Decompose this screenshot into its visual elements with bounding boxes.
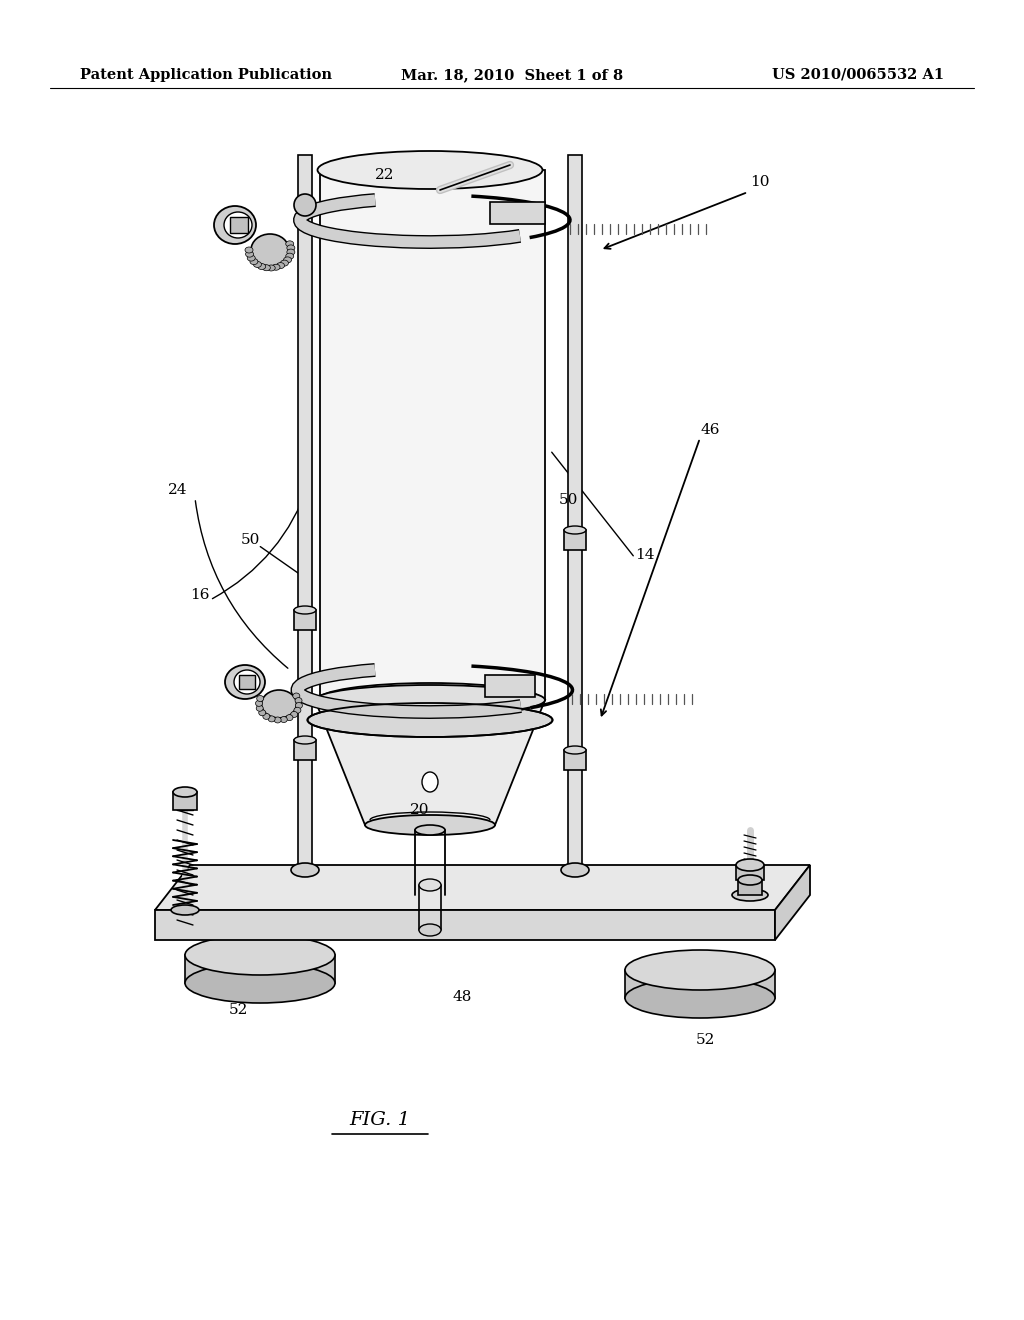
- Polygon shape: [230, 216, 248, 234]
- Text: 46: 46: [700, 422, 720, 437]
- Ellipse shape: [286, 253, 294, 259]
- Ellipse shape: [419, 879, 441, 891]
- Ellipse shape: [293, 693, 300, 700]
- Polygon shape: [173, 792, 197, 810]
- Ellipse shape: [415, 825, 445, 836]
- Polygon shape: [155, 865, 810, 909]
- Ellipse shape: [291, 711, 298, 718]
- Ellipse shape: [281, 260, 289, 267]
- Polygon shape: [736, 865, 764, 880]
- Ellipse shape: [736, 859, 764, 871]
- Polygon shape: [298, 154, 312, 870]
- Ellipse shape: [268, 715, 275, 722]
- Ellipse shape: [257, 696, 264, 701]
- Text: FIG. 1: FIG. 1: [349, 1111, 411, 1129]
- Ellipse shape: [224, 213, 252, 238]
- Ellipse shape: [185, 935, 335, 975]
- Ellipse shape: [185, 964, 335, 1003]
- Ellipse shape: [564, 746, 586, 754]
- Ellipse shape: [732, 888, 768, 902]
- Ellipse shape: [286, 714, 293, 721]
- Polygon shape: [775, 865, 810, 940]
- Text: 52: 52: [228, 1003, 248, 1016]
- Ellipse shape: [561, 863, 589, 876]
- Text: 50: 50: [558, 492, 578, 507]
- Ellipse shape: [564, 525, 586, 535]
- Polygon shape: [155, 909, 775, 940]
- Polygon shape: [294, 741, 316, 760]
- Text: Patent Application Publication: Patent Application Publication: [80, 69, 332, 82]
- Ellipse shape: [294, 606, 316, 614]
- Text: US 2010/0065532 A1: US 2010/0065532 A1: [772, 69, 944, 82]
- Ellipse shape: [286, 240, 294, 247]
- Ellipse shape: [267, 265, 275, 271]
- Text: Mar. 18, 2010  Sheet 1 of 8: Mar. 18, 2010 Sheet 1 of 8: [401, 69, 623, 82]
- Polygon shape: [738, 880, 762, 895]
- Ellipse shape: [287, 249, 295, 255]
- Polygon shape: [185, 954, 335, 983]
- Ellipse shape: [281, 717, 288, 722]
- Ellipse shape: [251, 234, 289, 267]
- Ellipse shape: [246, 251, 254, 257]
- Ellipse shape: [317, 682, 543, 717]
- Polygon shape: [568, 154, 582, 870]
- Polygon shape: [625, 970, 775, 998]
- Text: 16: 16: [190, 587, 210, 602]
- Ellipse shape: [365, 814, 495, 836]
- Ellipse shape: [254, 261, 261, 268]
- Ellipse shape: [295, 697, 302, 704]
- Ellipse shape: [263, 713, 270, 719]
- Ellipse shape: [315, 685, 545, 715]
- Polygon shape: [564, 531, 586, 550]
- Text: 48: 48: [453, 990, 472, 1005]
- Ellipse shape: [317, 150, 543, 189]
- Ellipse shape: [245, 247, 253, 253]
- Ellipse shape: [294, 708, 301, 713]
- Ellipse shape: [274, 717, 282, 723]
- Text: 20: 20: [411, 803, 430, 817]
- Text: 52: 52: [695, 1034, 715, 1047]
- Ellipse shape: [261, 690, 297, 718]
- Polygon shape: [564, 750, 586, 770]
- Ellipse shape: [738, 875, 762, 884]
- Text: 50: 50: [241, 533, 260, 546]
- Ellipse shape: [625, 978, 775, 1018]
- Ellipse shape: [225, 665, 265, 700]
- Ellipse shape: [214, 206, 256, 244]
- Ellipse shape: [294, 194, 316, 216]
- Text: 14: 14: [635, 548, 654, 562]
- Ellipse shape: [294, 737, 316, 744]
- Ellipse shape: [171, 906, 199, 915]
- Text: 10: 10: [751, 176, 770, 189]
- Ellipse shape: [259, 710, 266, 715]
- Ellipse shape: [250, 259, 258, 264]
- Text: 22: 22: [375, 168, 394, 182]
- Ellipse shape: [256, 701, 262, 706]
- Ellipse shape: [234, 671, 260, 694]
- Ellipse shape: [625, 950, 775, 990]
- Ellipse shape: [247, 255, 255, 261]
- Polygon shape: [294, 610, 316, 630]
- Polygon shape: [239, 675, 255, 689]
- Ellipse shape: [307, 704, 553, 737]
- Ellipse shape: [284, 257, 292, 263]
- Ellipse shape: [272, 264, 280, 271]
- Polygon shape: [490, 202, 545, 224]
- Ellipse shape: [258, 264, 265, 269]
- Ellipse shape: [276, 263, 285, 268]
- Text: 24: 24: [168, 483, 187, 498]
- Polygon shape: [319, 170, 545, 700]
- Ellipse shape: [262, 265, 270, 271]
- Ellipse shape: [173, 787, 197, 797]
- Ellipse shape: [287, 246, 295, 251]
- Ellipse shape: [295, 702, 302, 709]
- Ellipse shape: [422, 772, 438, 792]
- Polygon shape: [485, 675, 535, 697]
- Polygon shape: [315, 700, 545, 825]
- Ellipse shape: [419, 924, 441, 936]
- Ellipse shape: [256, 705, 263, 711]
- Ellipse shape: [291, 863, 319, 876]
